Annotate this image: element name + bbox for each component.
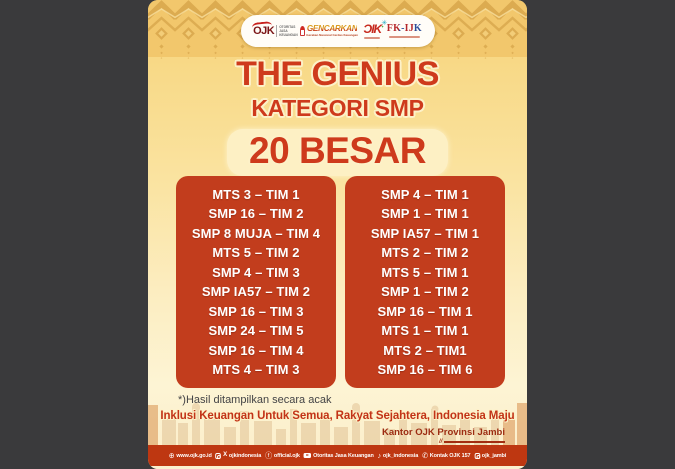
instagram-jambi-label: ojk_jambi xyxy=(481,452,507,459)
team-item: SMP 4 – TIM 3 xyxy=(212,264,300,280)
youtube-icon xyxy=(303,452,312,459)
decorative-slashes: // xyxy=(439,439,443,445)
ojk-logo-text: OJK xyxy=(253,24,275,37)
team-item: MTS 1 – TIM 1 xyxy=(381,323,469,339)
tiktok-item: ♪ ojk_indonesia xyxy=(378,452,419,460)
city-skyline xyxy=(148,403,527,445)
top20-badge: 20 BESAR xyxy=(227,129,448,176)
team-item: MTS 5 – TIM 1 xyxy=(381,264,469,280)
website-label: www.ojk.go.id xyxy=(176,452,212,459)
gencarkan-logo-text: GENCARKAN xyxy=(306,24,358,34)
team-item: SMP 24 – TIM 5 xyxy=(208,323,304,339)
social-footer-bar: ⊕ www.ojk.go.id X ojkindonesia ⓕ officia… xyxy=(148,445,527,466)
instagram-icon xyxy=(474,452,480,459)
team-item: SMP 16 – TIM 6 xyxy=(377,362,473,378)
page-title: THE GENIUS xyxy=(236,55,439,93)
team-panel-left: MTS 3 – TIM 1 SMP 16 – TIM 2 SMP 8 MUJA … xyxy=(176,176,336,388)
poster: OJK OTORITAS JASA KEUANGAN GENCARKAN Ger… xyxy=(148,0,527,469)
instagram-icon xyxy=(215,452,222,459)
fk-ijk-logo: FK-IJK xyxy=(387,24,422,38)
tiktok-icon: ♪ xyxy=(377,450,382,460)
team-item: MTS 2 – TIM1 xyxy=(383,342,467,358)
team-item: MTS 4 – TIM 3 xyxy=(212,362,300,378)
tiktok-label: ojk_indonesia xyxy=(382,452,419,459)
top20-badge-text: 20 BESAR xyxy=(249,130,426,171)
phone-label: Kontak OJK 157 xyxy=(429,452,471,459)
instagram-x-label: ojkindonesia xyxy=(228,452,262,459)
team-item: SMP IA57 – TIM 2 xyxy=(201,284,311,300)
team-item: SMP 4 – TIM 1 xyxy=(381,186,469,202)
random-order-footnote: *)Hasil ditampilkan secara acak xyxy=(178,394,332,406)
team-item: MTS 2 – TIM 2 xyxy=(381,245,469,261)
team-item: SMP 16 – TIM 1 xyxy=(377,303,473,319)
dik-star-icon: ✳ xyxy=(381,20,388,27)
facebook-label: official.ojk xyxy=(273,452,300,459)
globe-icon: ⊕ xyxy=(168,450,175,460)
team-item: SMP 1 – TIM 1 xyxy=(381,206,469,222)
phone-item: ✆ Kontak OJK 157 xyxy=(422,452,470,460)
facebook-item: ⓕ official.ojk xyxy=(265,452,300,460)
dik-logo-subbar xyxy=(364,36,381,39)
title-block: THE GENIUS KATEGORI SMP 20 BESAR xyxy=(148,55,527,176)
youtube-item: Otoritas Jasa Keuangan xyxy=(303,452,374,459)
decorative-rule: // xyxy=(439,439,505,445)
bottom-strip xyxy=(148,466,527,469)
team-item: MTS 5 – TIM 2 xyxy=(212,245,300,261)
team-panels: MTS 3 – TIM 1 SMP 16 – TIM 2 SMP 8 MUJA … xyxy=(176,176,505,388)
team-item: SMP 16 – TIM 3 xyxy=(208,303,304,319)
team-panel-right: SMP 4 – TIM 1 SMP 1 – TIM 1 SMP IA57 – T… xyxy=(345,176,505,388)
phone-icon: ✆ xyxy=(422,450,428,460)
instagram-x-item: X ojkindonesia xyxy=(215,451,262,459)
team-item: SMP 8 MUJA – TIM 4 xyxy=(191,225,321,241)
website-item: ⊕ www.ojk.go.id xyxy=(169,452,212,460)
fk-ijk-logo-text: FK-IJK xyxy=(386,23,422,34)
inclusion-tagline: Inklusi Keuangan Untuk Semua, Rakyat Sej… xyxy=(160,410,515,422)
team-item: SMP 1 – TIM 2 xyxy=(381,284,469,300)
instagram-jambi-item: ojk_jambi xyxy=(474,452,507,459)
dik-logo-text: ƆIK xyxy=(363,22,383,36)
logo-bar: OJK OTORITAS JASA KEUANGAN GENCARKAN Ger… xyxy=(240,15,435,47)
fk-ijk-logo-subbar xyxy=(388,35,421,38)
team-item: MTS 3 – TIM 1 xyxy=(212,186,300,202)
x-icon: X xyxy=(223,451,228,459)
team-item: SMP IA57 – TIM 1 xyxy=(370,225,480,241)
page-subtitle: KATEGORI SMP xyxy=(251,95,424,121)
gencarkan-logo-subtext: Gerakan Nasional Cerdas Keuangan xyxy=(306,32,358,37)
decorative-rule-line xyxy=(444,440,505,444)
team-item: SMP 16 – TIM 4 xyxy=(208,342,304,358)
gencarkan-mascot-icon xyxy=(299,25,305,36)
gencarkan-logo: GENCARKAN Gerakan Nasional Cerdas Keuang… xyxy=(299,24,358,37)
ojk-logo-subtext: OTORITAS JASA KEUANGAN xyxy=(276,25,298,37)
youtube-label: Otoritas Jasa Keuangan xyxy=(313,452,374,459)
team-item: SMP 16 – TIM 2 xyxy=(208,206,304,222)
ojk-logo: OJK OTORITAS JASA KEUANGAN xyxy=(253,24,298,37)
dik-logo: ƆIK ✳ ✦ xyxy=(363,20,387,39)
office-credit: Kantor OJK Provinsi Jambi xyxy=(381,427,505,438)
facebook-icon: ⓕ xyxy=(265,450,273,460)
dik-star2-icon: ✦ xyxy=(380,24,385,29)
